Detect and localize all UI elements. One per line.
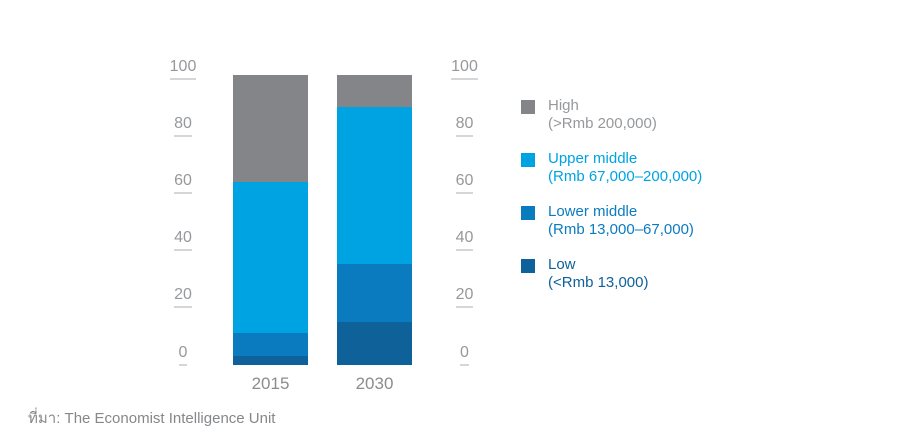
- y-tick-80: 80: [436, 115, 493, 137]
- legend-text-upper-middle: Upper middle (Rmb 67,000–200,000): [548, 150, 702, 186]
- legend-range: (<Rmb 13,000): [548, 274, 649, 291]
- bar-segment-2015-upper-middle: [233, 182, 308, 334]
- legend-swatch-low: [521, 259, 535, 273]
- legend-label: Lower middle: [548, 203, 638, 220]
- source-note: ที่มา: The Economist Intelligence Unit: [28, 410, 276, 427]
- legend-label: High: [548, 97, 579, 114]
- y-tick-40: 40: [155, 229, 211, 252]
- y-tick-100: 100: [155, 58, 211, 80]
- y-tick-label: 80: [455, 115, 474, 137]
- y-tick-20: 20: [436, 286, 493, 309]
- legend-swatch-lower-middle: [521, 206, 535, 220]
- legend-label: Low: [548, 256, 576, 273]
- bar-segment-2030-upper-middle: [337, 106, 412, 264]
- bar-segment-2015-high: [233, 75, 308, 183]
- y-tick-80: 80: [155, 115, 211, 137]
- legend-item-low: Low (<Rmb 13,000): [521, 256, 702, 292]
- y-tick-40: 40: [436, 229, 493, 252]
- legend-range: (Rmb 13,000–67,000): [548, 221, 694, 238]
- y-tick-20: 20: [155, 286, 211, 309]
- legend-item-upper-middle: Upper middle (Rmb 67,000–200,000): [521, 150, 702, 186]
- y-tick-label: 0: [460, 344, 469, 366]
- y-tick-label: 40: [174, 230, 192, 252]
- y-tick-60: 60: [436, 172, 493, 194]
- y-tick-label: 100: [451, 58, 478, 80]
- y-tick-label: 80: [174, 115, 192, 137]
- bar-segment-2015-low: [233, 356, 308, 365]
- y-tick-100: 100: [436, 58, 493, 80]
- legend-text-low: Low (<Rmb 13,000): [548, 256, 648, 292]
- legend-swatch-upper-middle: [521, 153, 535, 167]
- legend-range: (>Rmb 200,000): [548, 115, 657, 132]
- y-tick-label: 20: [174, 287, 192, 309]
- y-tick-0: 0: [436, 344, 493, 366]
- y-tick-label: 20: [455, 287, 474, 309]
- bar-segment-2015-lower-middle: [233, 333, 308, 357]
- bar-segment-2030-low: [337, 321, 412, 365]
- y-tick-60: 60: [155, 172, 211, 194]
- legend-item-lower-middle: Lower middle (Rmb 13,000–67,000): [521, 203, 702, 239]
- x-label-2030: 2030: [355, 374, 394, 393]
- y-axis-right: 0 20 40 60 80 100: [436, 0, 493, 444]
- y-tick-label: 60: [455, 172, 474, 194]
- bar-2030: [337, 75, 412, 365]
- legend-swatch-high: [521, 100, 535, 114]
- y-tick-label: 40: [455, 230, 474, 252]
- y-tick-label: 0: [178, 344, 188, 366]
- legend-text-lower-middle: Lower middle (Rmb 13,000–67,000): [548, 203, 694, 239]
- bar-segment-2030-high: [337, 75, 412, 107]
- legend: High (>Rmb 200,000) Upper middle (Rmb 67…: [521, 97, 702, 309]
- y-axis-left: 0 20 40 60 80 100: [155, 0, 211, 444]
- y-tick-0: 0: [155, 344, 211, 366]
- legend-item-high: High (>Rmb 200,000): [521, 97, 702, 133]
- y-tick-label: 60: [174, 172, 192, 194]
- x-label-2015: 2015: [251, 374, 290, 393]
- y-tick-label: 100: [169, 58, 197, 80]
- legend-label: Upper middle: [548, 150, 638, 167]
- legend-text-high: High (>Rmb 200,000): [548, 97, 657, 133]
- bar-2015: [233, 75, 308, 365]
- legend-range: (Rmb 67,000–200,000): [548, 168, 703, 185]
- bar-segment-2030-lower-middle: [337, 263, 412, 322]
